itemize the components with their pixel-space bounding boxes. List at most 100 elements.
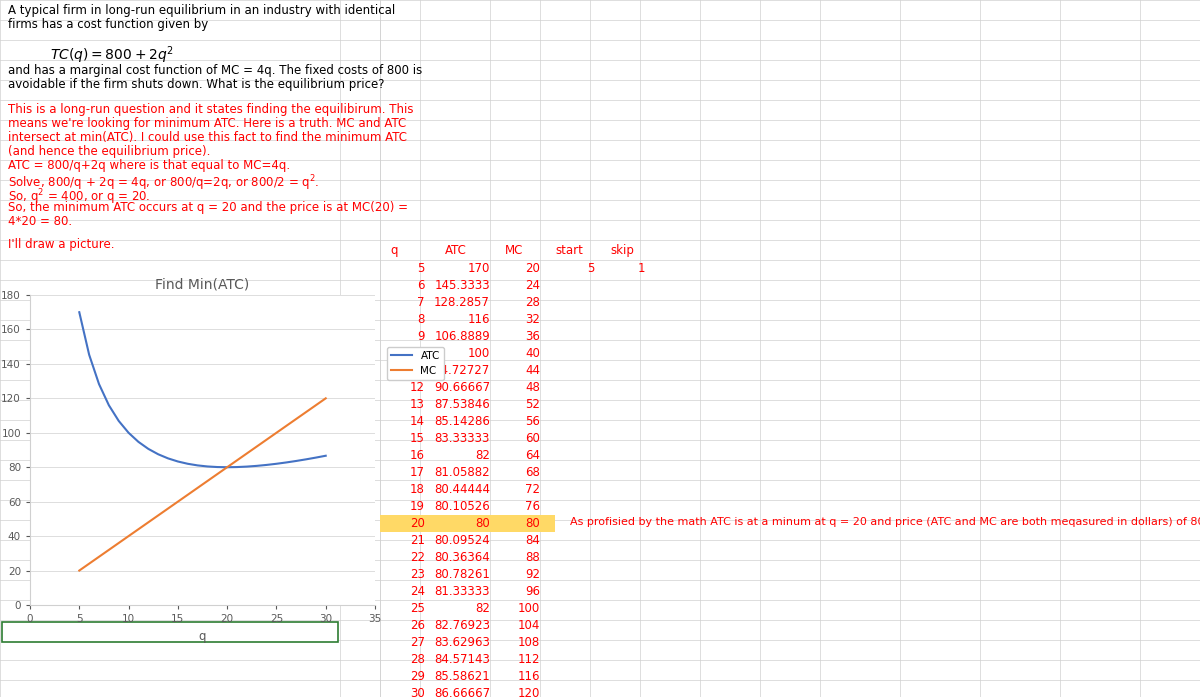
Text: A typical firm in long-run equilibrium in an industry with identical: A typical firm in long-run equilibrium i…: [8, 4, 395, 17]
Text: 18: 18: [410, 483, 425, 496]
Text: 90.66667: 90.66667: [434, 381, 490, 394]
MC: [299, 408, 313, 416]
MC: [318, 394, 332, 402]
Text: 40: 40: [526, 347, 540, 360]
Text: 82: 82: [475, 602, 490, 615]
Text: 25: 25: [410, 602, 425, 615]
MC: [240, 450, 254, 458]
MC: [210, 470, 224, 478]
Text: start: start: [554, 244, 583, 257]
MC: [112, 539, 126, 547]
Text: 86.66667: 86.66667: [434, 687, 490, 697]
Text: 20: 20: [410, 517, 425, 530]
Text: 16: 16: [410, 449, 425, 462]
Text: means we're looking for minimum ATC. Here is a truth. MC and ATC: means we're looking for minimum ATC. Her…: [8, 117, 407, 130]
Text: 6: 6: [418, 279, 425, 292]
MC: [289, 415, 304, 423]
MC: [142, 518, 156, 526]
Text: 9: 9: [418, 330, 425, 343]
MC: [102, 546, 116, 554]
Text: q: q: [390, 244, 397, 257]
ATC: [200, 462, 215, 470]
Text: 4*20 = 80.: 4*20 = 80.: [8, 215, 72, 228]
Text: 20: 20: [526, 262, 540, 275]
Text: intersect at min(ATC). I could use this fact to find the minimum ATC: intersect at min(ATC). I could use this …: [8, 131, 407, 144]
ATC: [269, 459, 283, 468]
Text: 100: 100: [468, 347, 490, 360]
Text: 80.09524: 80.09524: [434, 534, 490, 547]
Text: This is a long-run question and it states finding the equilibirum. This: This is a long-run question and it state…: [8, 103, 414, 116]
X-axis label: q: q: [199, 629, 206, 643]
Text: 68: 68: [526, 466, 540, 479]
MC: [180, 491, 194, 499]
MC: [230, 456, 245, 464]
Text: firms has a cost function given by: firms has a cost function given by: [8, 18, 209, 31]
Text: 92: 92: [526, 568, 540, 581]
Text: 80.36364: 80.36364: [434, 551, 490, 564]
Text: 60: 60: [526, 432, 540, 445]
ATC: [180, 459, 194, 468]
MC: [259, 436, 274, 444]
Text: 11: 11: [410, 364, 425, 377]
ATC: [250, 461, 264, 470]
Text: 24: 24: [410, 585, 425, 598]
Text: 72: 72: [526, 483, 540, 496]
Text: 10: 10: [410, 347, 425, 360]
Text: 5: 5: [588, 262, 595, 275]
Text: 22: 22: [410, 551, 425, 564]
Text: 145.3333: 145.3333: [434, 279, 490, 292]
Text: 17: 17: [410, 466, 425, 479]
Text: 80: 80: [526, 517, 540, 530]
Text: 36: 36: [526, 330, 540, 343]
Text: 8: 8: [418, 313, 425, 326]
Text: 32: 32: [526, 313, 540, 326]
Text: MC: MC: [505, 244, 523, 257]
Text: 14: 14: [410, 415, 425, 428]
Text: 85.14286: 85.14286: [434, 415, 490, 428]
ATC: [289, 457, 304, 465]
Text: 120: 120: [517, 687, 540, 697]
ATC: [72, 308, 86, 316]
MC: [170, 498, 185, 506]
Text: 108: 108: [517, 636, 540, 649]
ATC: [170, 457, 185, 466]
Text: 80.78261: 80.78261: [434, 568, 490, 581]
ATC: [259, 461, 274, 469]
Text: 112: 112: [517, 653, 540, 666]
MC: [269, 429, 283, 437]
Text: 96: 96: [526, 585, 540, 598]
Text: 83.33333: 83.33333: [434, 432, 490, 445]
Bar: [2, 622, 338, 642]
MC: [161, 505, 175, 513]
MC: [82, 560, 96, 568]
Text: 116: 116: [468, 313, 490, 326]
Text: ATC = 800/q+2q where is that equal to MC=4q.: ATC = 800/q+2q where is that equal to MC…: [8, 159, 290, 172]
ATC: [112, 417, 126, 425]
Text: (and hence the equilibrium price).: (and hence the equilibrium price).: [8, 145, 210, 158]
Text: $TC(q) = 800 + 2q^2$: $TC(q) = 800 + 2q^2$: [50, 44, 174, 66]
Text: 28: 28: [526, 296, 540, 309]
MC: [308, 401, 323, 409]
Text: 7: 7: [418, 296, 425, 309]
ATC: [82, 351, 96, 359]
Line: ATC: ATC: [79, 312, 325, 467]
Text: ATC: ATC: [445, 244, 467, 257]
Text: 81.05882: 81.05882: [434, 466, 490, 479]
ATC: [191, 461, 205, 470]
Text: 5: 5: [418, 262, 425, 275]
Bar: [380, 515, 554, 532]
Text: 48: 48: [526, 381, 540, 394]
Line: MC: MC: [79, 398, 325, 571]
Text: 81.33333: 81.33333: [434, 585, 490, 598]
Text: 80.44444: 80.44444: [434, 483, 490, 496]
Text: 1: 1: [637, 262, 646, 275]
ATC: [318, 452, 332, 460]
Text: 94.72727: 94.72727: [433, 364, 490, 377]
Text: 13: 13: [410, 398, 425, 411]
Text: 23: 23: [410, 568, 425, 581]
Text: skip: skip: [610, 244, 634, 257]
Text: 30: 30: [410, 687, 425, 697]
ATC: [299, 455, 313, 464]
Legend: ATC, MC: ATC, MC: [388, 346, 444, 381]
Text: 15: 15: [410, 432, 425, 445]
